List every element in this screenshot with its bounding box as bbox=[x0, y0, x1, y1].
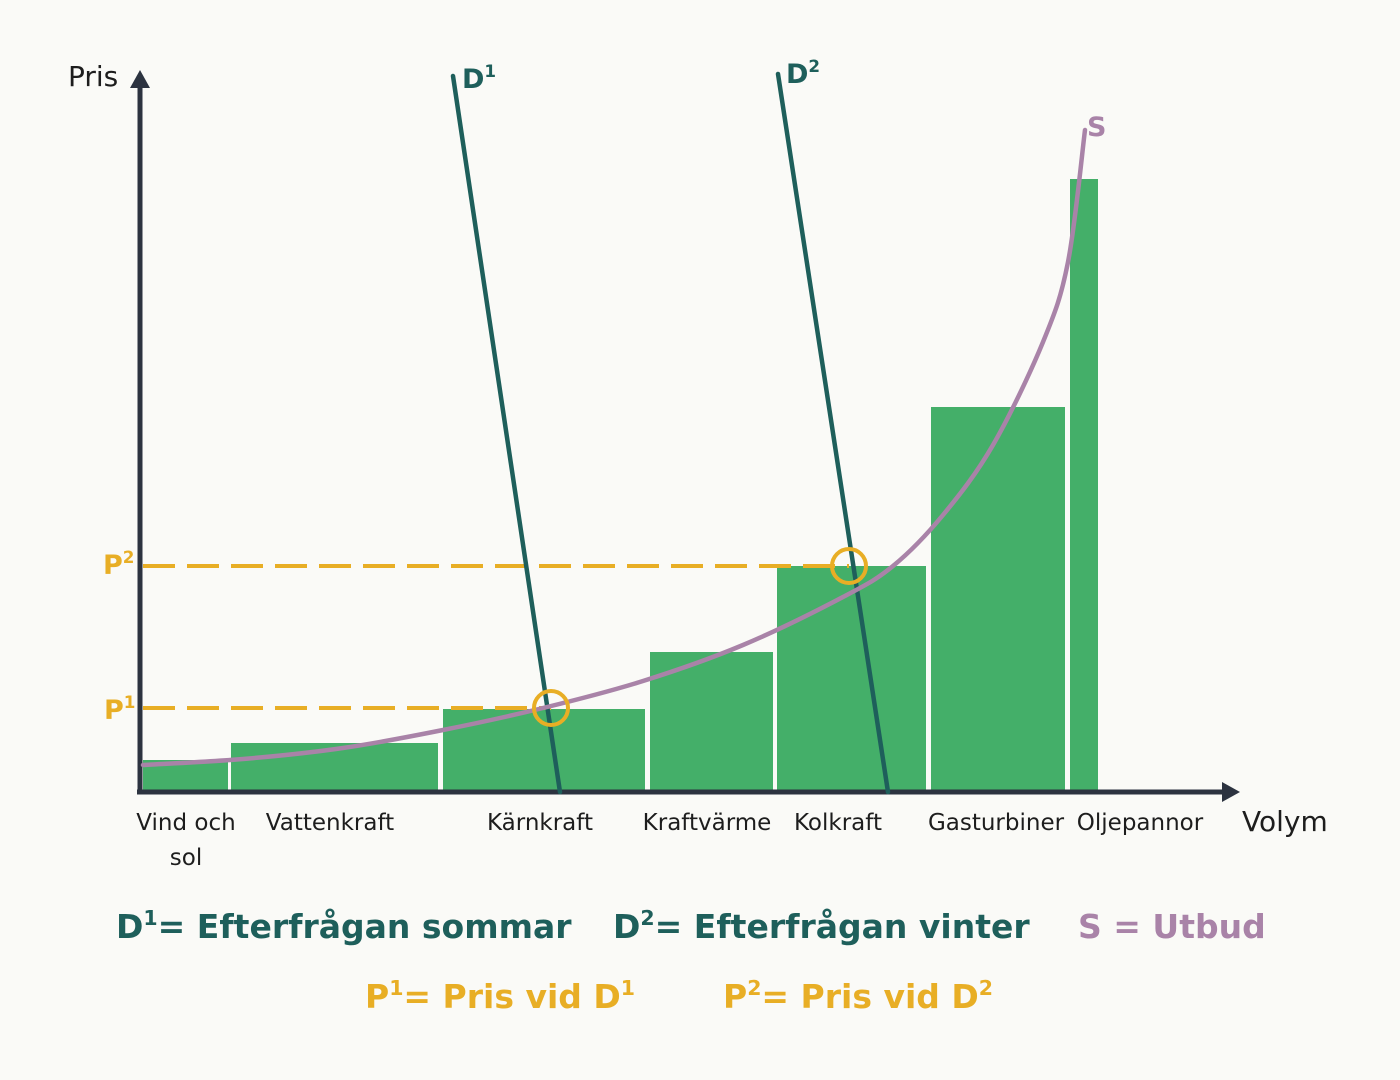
category-label-3: Kärnkraft bbox=[487, 810, 593, 836]
category-label-2: Vattenkraft bbox=[266, 810, 394, 836]
curve-labels: D1 D2 S P2 P1 bbox=[103, 56, 1106, 726]
legend-s: S = Utbud bbox=[1078, 907, 1266, 946]
equilibrium-markers bbox=[532, 547, 868, 727]
p2-label: P2 bbox=[103, 547, 134, 581]
bar-6 bbox=[931, 407, 1065, 792]
supply-curve bbox=[140, 127, 1088, 768]
bar-4 bbox=[650, 652, 773, 792]
category-label-1: Vind och sol bbox=[136, 810, 235, 871]
d2-label: D2 bbox=[786, 56, 820, 90]
s-label: S bbox=[1087, 112, 1106, 143]
category-label-6: Gasturbiner bbox=[928, 810, 1065, 836]
x-axis-arrow-icon bbox=[1222, 782, 1240, 802]
category-label-4: Kraftvärme bbox=[643, 810, 772, 836]
equilibrium-marker-p2 bbox=[830, 547, 868, 585]
legend-d2: D2= Efterfrågan vinter bbox=[613, 906, 1030, 946]
category-labels: Vind och sol Vattenkraft Kärnkraft Kraftvärm… bbox=[136, 810, 1203, 871]
demand-curve-d1 bbox=[450, 73, 563, 795]
equilibrium-marker-p1 bbox=[532, 689, 570, 727]
d1-label: D1 bbox=[462, 61, 496, 95]
demand-curve-d2 bbox=[775, 71, 891, 795]
p1-label: P1 bbox=[104, 692, 135, 726]
y-axis-arrow-icon bbox=[130, 70, 150, 88]
legend-d1: D1= Efterfrågan sommar bbox=[116, 906, 572, 946]
category-label-5: Kolkraft bbox=[794, 810, 882, 836]
legend: D1= Efterfrågan sommar D2= Efterfrågan v… bbox=[116, 906, 1266, 1016]
legend-p2: P2= Pris vid D2 bbox=[723, 976, 993, 1016]
legend-p1: P1= Pris vid D1 bbox=[365, 976, 635, 1016]
bar-5 bbox=[777, 566, 926, 792]
bar-7 bbox=[1070, 179, 1098, 792]
y-axis-title: Pris bbox=[68, 60, 118, 93]
axes: Pris Volym bbox=[68, 60, 1328, 838]
bars-layer bbox=[143, 179, 1098, 792]
price-guides bbox=[143, 564, 849, 710]
category-label-7: Oljepannor bbox=[1077, 810, 1204, 836]
x-axis-title: Volym bbox=[1242, 805, 1328, 838]
curves bbox=[140, 71, 1088, 795]
